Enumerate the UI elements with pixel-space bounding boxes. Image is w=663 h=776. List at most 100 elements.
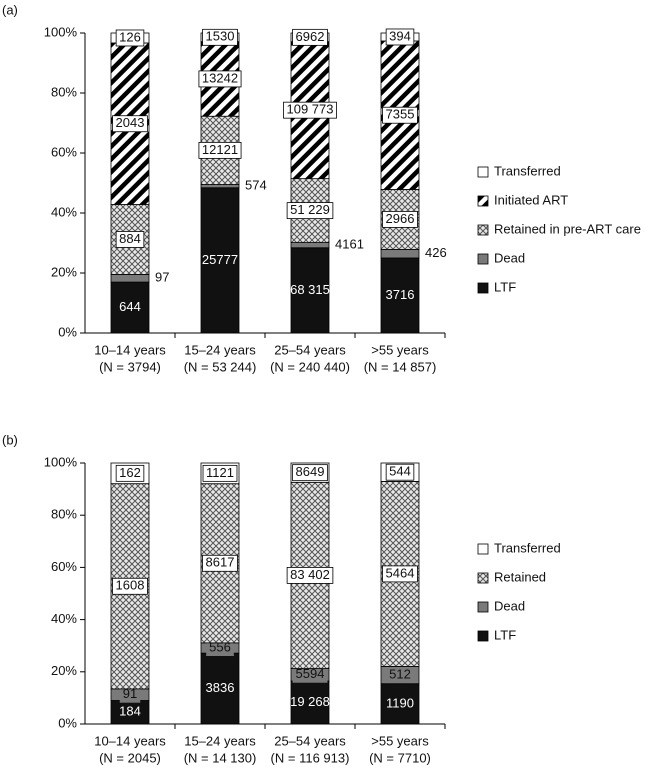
- value-label: 5594: [296, 666, 325, 681]
- bar-segment: [380, 257, 420, 334]
- category-note: (N = 7710): [369, 750, 431, 765]
- category-note: (N = 53 244): [184, 359, 257, 374]
- value-label-box: [115, 29, 145, 47]
- x-tick-label: 15–24 years: [184, 342, 256, 357]
- y-tick-label: 80%: [51, 84, 77, 99]
- value-label-box: [382, 211, 418, 228]
- value-label: 8649: [296, 464, 325, 479]
- value-label-group: 5464: [382, 565, 418, 583]
- value-label: 1121: [206, 465, 234, 480]
- y-tick-label: 0%: [58, 324, 77, 339]
- value-label-box: [385, 463, 415, 481]
- legend-swatch: [477, 601, 489, 613]
- value-label-group: 83 402: [286, 567, 334, 584]
- value-label: 7355: [386, 107, 415, 122]
- y-tick-label: 40%: [51, 204, 77, 219]
- value-label-group: 1121: [202, 464, 238, 482]
- value-label-box: [112, 577, 148, 595]
- category-note: (N = 240 440): [270, 359, 350, 374]
- value-label: 544: [389, 464, 411, 479]
- bar-segment: [380, 683, 420, 725]
- value-label: 91: [123, 686, 137, 701]
- bar-segment: [290, 680, 330, 725]
- y-tick-label: 20%: [51, 264, 77, 279]
- value-label: 6962: [296, 29, 325, 44]
- legend-swatch: [477, 253, 489, 265]
- value-label-group: 109 773: [283, 101, 337, 119]
- bar-segment: [380, 248, 420, 259]
- value-label-box: [198, 141, 242, 159]
- x-tick-label: 25–54 years: [274, 733, 346, 748]
- value-label-box: [386, 667, 414, 684]
- value-label-group: 512: [386, 666, 414, 684]
- value-label-box: [283, 101, 337, 119]
- y-tick-label: 20%: [51, 663, 77, 678]
- y-tick-label: 80%: [51, 507, 77, 522]
- bar-segment: [200, 184, 240, 189]
- value-label-group: 12121: [198, 141, 242, 159]
- value-label-box: [115, 464, 145, 482]
- y-tick-label: 0%: [58, 715, 77, 730]
- legend-swatch: [477, 224, 489, 236]
- legend-swatch: [477, 282, 489, 294]
- value-label: 2043: [116, 115, 145, 130]
- value-label-box: [382, 565, 418, 583]
- legend-label: Initiated ART: [494, 192, 568, 207]
- value-label-box: [202, 464, 238, 482]
- value-label-group: 394: [385, 28, 415, 46]
- y-tick-label: 100%: [44, 454, 78, 469]
- x-tick-label: 25–54 years: [274, 342, 346, 357]
- value-label: 512: [389, 666, 411, 681]
- value-label: 184: [119, 704, 141, 719]
- category-note: (N = 14 857): [364, 359, 437, 374]
- panel-label: (a): [2, 2, 18, 17]
- value-label-group: 7355: [382, 107, 418, 124]
- value-label: 3836: [206, 680, 235, 695]
- value-label-group: 91: [119, 686, 141, 703]
- value-label: 394: [389, 28, 411, 43]
- legend-label: Retained: [494, 569, 546, 584]
- category-note: (N = 2045): [99, 750, 161, 765]
- value-label: 83 402: [290, 567, 330, 582]
- legend-swatch: [477, 166, 489, 178]
- y-tick-label: 60%: [51, 144, 77, 159]
- value-label: 426: [425, 245, 447, 260]
- legend-swatch: [477, 572, 489, 584]
- legend-swatch: [477, 630, 489, 642]
- y-tick-label: 40%: [51, 611, 77, 626]
- value-label: 5464: [386, 565, 415, 580]
- value-label-group: 544: [385, 463, 415, 481]
- value-label-group: 8617: [202, 555, 238, 572]
- value-label-box: [206, 640, 234, 657]
- legend-label: LTF: [494, 627, 516, 642]
- category-note: (N = 116 913): [271, 750, 350, 765]
- x-tick-label: 10–14 years: [94, 342, 166, 357]
- value-label-box: [202, 28, 238, 46]
- x-tick-label: >55 years: [371, 733, 429, 748]
- value-label-box: [292, 666, 328, 683]
- bar-segment: [110, 274, 150, 283]
- bar-segment: [200, 187, 240, 334]
- value-label-group: 1608: [112, 577, 148, 595]
- legend-swatch: [477, 195, 489, 207]
- value-label-group: 51 229: [286, 202, 334, 220]
- y-tick-label: 100%: [44, 24, 78, 39]
- value-label-box: [385, 28, 415, 46]
- value-label: 162: [119, 465, 141, 480]
- value-label: 19 268: [290, 694, 330, 709]
- value-label-group: 2966: [382, 211, 418, 228]
- value-label: 1190: [386, 695, 414, 710]
- value-label: 574: [245, 178, 267, 193]
- value-label-box: [112, 115, 148, 133]
- value-label: 4161: [335, 237, 364, 252]
- x-tick-label: 10–14 years: [94, 733, 166, 748]
- value-label: 97: [155, 270, 169, 285]
- x-tick-label: >55 years: [371, 342, 429, 357]
- value-label-group: 2043: [112, 115, 148, 133]
- value-label: 12121: [202, 142, 238, 157]
- category-note: (N = 14 130): [184, 750, 257, 765]
- value-label-box: [198, 70, 242, 88]
- value-label-group: 5594: [292, 666, 328, 683]
- value-label-box: [115, 231, 145, 248]
